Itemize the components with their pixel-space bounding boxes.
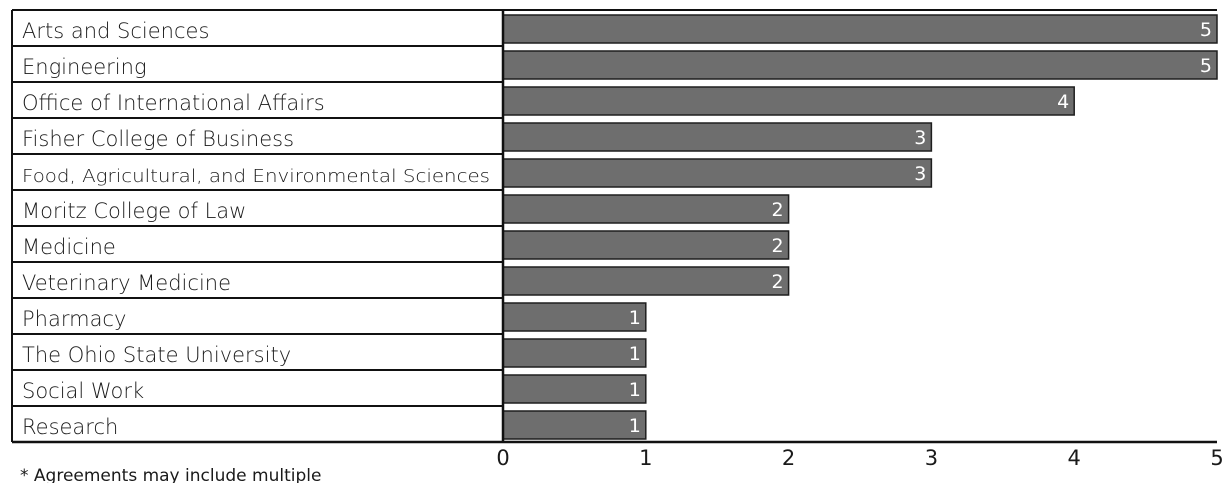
bar-engineering (502, 50, 1218, 80)
bar-veterinary-medicine (502, 266, 790, 296)
bar-pharmacy (502, 302, 647, 332)
bar-medicine (502, 230, 790, 260)
x-tick-label-1: 1 (639, 446, 652, 470)
category-label-veterinary-medicine: Veterinary Medicine (22, 271, 231, 295)
bar-the-ohio-state-university (502, 338, 647, 368)
bar-moritz-college-of-law (502, 194, 790, 224)
bar-fisher-college-of-business (502, 122, 933, 152)
category-label-moritz-college-of-law: Moritz College of Law (22, 199, 246, 223)
data-label-pharmacy: 1 (629, 307, 641, 329)
bar-office-of-international-affairs (502, 86, 1075, 116)
data-label-office-of-international-affairs: 4 (1057, 91, 1069, 113)
category-label-office-of-international-affairs: Office of International Affairs (22, 91, 325, 115)
data-label-medicine: 2 (772, 235, 784, 257)
data-label-the-ohio-state-university: 1 (629, 343, 641, 365)
x-tick-label-4: 4 (1068, 446, 1081, 470)
category-label-fisher-college-of-business: Fisher College of Business (22, 127, 294, 151)
bar-research (502, 410, 647, 440)
data-label-arts-and-sciences: 5 (1200, 19, 1212, 41)
category-label-pharmacy: Pharmacy (22, 307, 126, 331)
category-label-medicine: Medicine (22, 235, 116, 259)
data-label-engineering: 5 (1200, 55, 1212, 77)
data-label-moritz-college-of-law: 2 (772, 199, 784, 221)
x-tick-label-3: 3 (925, 446, 938, 470)
data-label-social-work: 1 (629, 379, 641, 401)
category-label-social-work: Social Work (22, 379, 144, 403)
x-tick-label-0: 0 (496, 446, 509, 470)
data-label-research: 1 (629, 415, 641, 437)
x-tick-label-5: 5 (1210, 446, 1223, 470)
category-label-the-ohio-state-university: The Ohio State University (22, 343, 291, 367)
bar-social-work (502, 374, 647, 404)
category-label-food-agricultural-and-environmental-sciences: Food, Agricultural, and Environmental Sc… (22, 166, 490, 187)
category-label-engineering: Engineering (22, 55, 147, 79)
data-label-fisher-college-of-business: 3 (914, 127, 926, 149)
x-tick-label-2: 2 (782, 446, 795, 470)
footnote: * Agreements may include multiple (20, 466, 321, 483)
x-axis: 0 1 2 3 4 5 (12, 10, 1224, 470)
bar-food-agricultural-and-environmental-sciences (502, 158, 933, 188)
bars: 5 5 4 3 3 2 2 2 1 1 1 1 (502, 14, 1218, 440)
category-label-arts-and-sciences: Arts and Sciences (22, 19, 209, 43)
category-label-research: Research (22, 415, 118, 439)
data-label-veterinary-medicine: 2 (772, 271, 784, 293)
data-label-food-agricultural-and-environmental-sciences: 3 (914, 163, 926, 185)
bar-arts-and-sciences (502, 14, 1218, 44)
